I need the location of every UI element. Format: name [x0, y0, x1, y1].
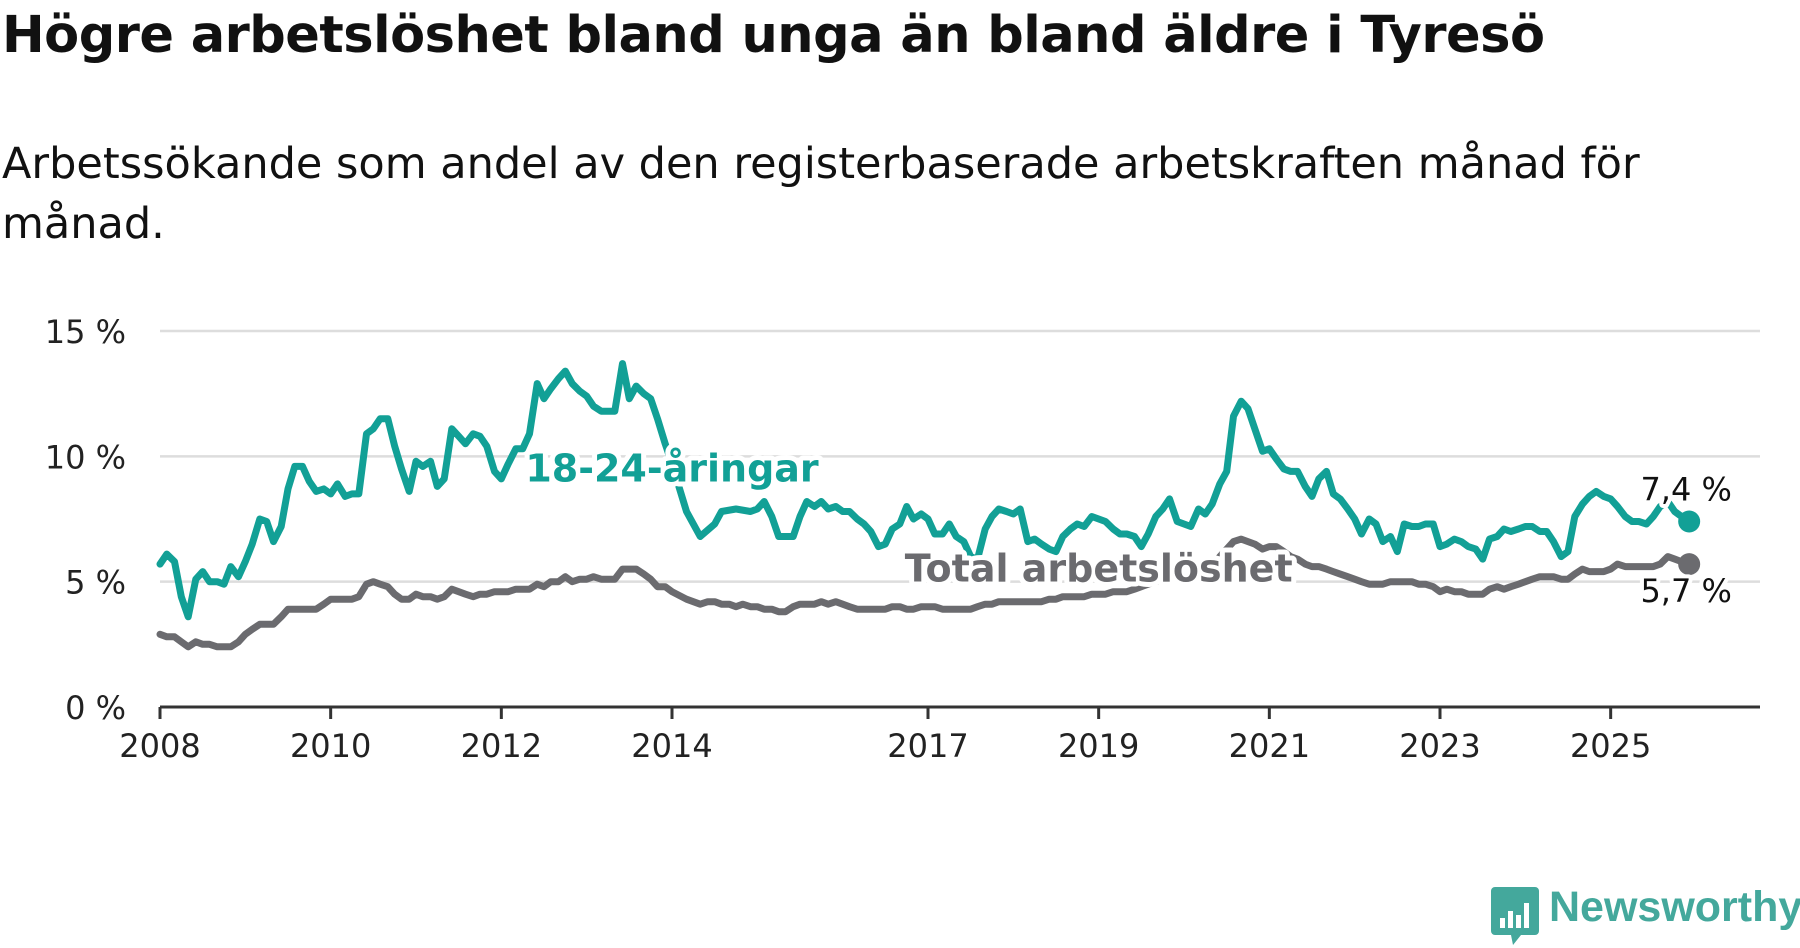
x-tick-label: 2010	[290, 727, 371, 765]
series-name-label: Total arbetslöshet	[905, 547, 1293, 591]
series-lines	[156, 360, 1693, 651]
gridlines	[160, 329, 1760, 583]
series-name-label: 18-24-åringar	[525, 446, 819, 490]
data-labels: 18-24-åringar Total arbetslöshet 7,4 % 5,7 …	[520, 441, 1736, 614]
x-tick-label: 2023	[1399, 727, 1480, 765]
end-point-youth	[1678, 510, 1701, 533]
y-tick-label: 5 %	[65, 564, 126, 602]
x-tick-label: 2019	[1058, 727, 1139, 765]
x-tick-label: 2008	[119, 727, 200, 765]
series-line-total	[156, 535, 1693, 651]
end-value-label: 5,7 %	[1640, 572, 1731, 610]
end-point-total	[1678, 553, 1701, 576]
newsworthy-logo-icon	[1491, 887, 1539, 945]
x-tick-label: 2017	[887, 727, 968, 765]
series-line-youth	[156, 360, 1693, 621]
x-tick-label: 2012	[461, 727, 542, 765]
end-value-label: 7,4 %	[1640, 471, 1731, 509]
y-tick-label: 15 %	[45, 313, 126, 351]
x-tick-label: 2021	[1229, 727, 1310, 765]
chart-title: Högre arbetslöshet bland unga än bland ä…	[2, 6, 1545, 65]
axes: 0 % 5 % 10 % 15 % 2008 2010 2012 2014 2017 2019 20…	[45, 313, 1760, 765]
y-tick-label: 10 %	[45, 438, 126, 476]
chart-subtitle: Arbetssökande som andel av den registerb…	[2, 139, 1640, 249]
x-tick-label: 2014	[631, 727, 712, 765]
x-tick-label: 2025	[1570, 727, 1651, 765]
y-tick-label: 0 %	[65, 689, 126, 727]
newsworthy-brand[interactable]: Newsworthy	[1491, 883, 1800, 945]
brand-name: Newsworthy	[1549, 883, 1800, 931]
